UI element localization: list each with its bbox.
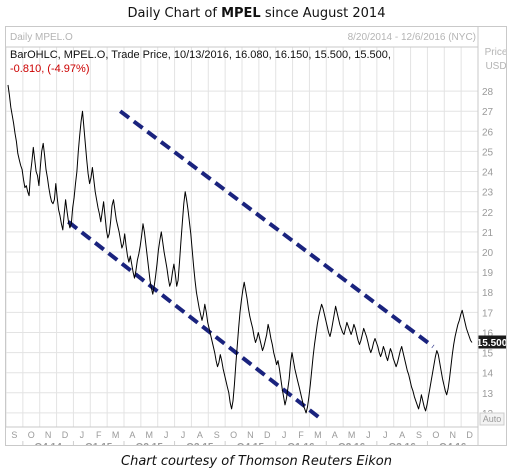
quarter-tick-label: Q2 15 (136, 442, 164, 445)
auto-button-box[interactable] (479, 412, 505, 426)
month-tick-label: A (399, 430, 405, 440)
y-tick-label: 24 (482, 168, 494, 179)
month-tick-label: O (28, 430, 35, 440)
title-prefix: Daily Chart of (127, 6, 222, 21)
y-tick-label: 21 (482, 228, 494, 239)
auto-button-label[interactable]: Auto (483, 414, 502, 424)
title-ticker: MPEL (221, 6, 261, 21)
last-price-badge: 15.500 (477, 335, 508, 349)
auto-scale-button[interactable]: Auto (479, 412, 505, 426)
y-tick-label: 28 (482, 87, 494, 98)
month-tick-label: S (11, 430, 17, 440)
chart-caption: Chart courtesy of Thomson Reuters Eikon (121, 454, 392, 469)
y-tick-label: 25 (482, 147, 494, 158)
y-tick-label: 16 (482, 328, 494, 339)
month-tick-label: A (332, 430, 338, 440)
y-tick-label: 22 (482, 208, 494, 219)
month-tick-label: D (466, 430, 473, 440)
y-tick-label: 14 (482, 369, 494, 380)
change-value: -0.810, (-4.97%) (10, 63, 89, 75)
chart-panel[interactable]: Daily MPEL.O 8/20/2014 - 12/6/2016 (NYC)… (5, 26, 508, 453)
month-tick-label: O (432, 430, 439, 440)
quarter-tick-label: Q4 14 (35, 442, 63, 445)
month-tick-label: S (416, 430, 422, 440)
quarter-tick-label: Q3 16 (389, 442, 417, 445)
price-series-line (7, 84, 473, 414)
y-tick-label: 18 (482, 288, 494, 299)
instrument-label: Daily MPEL.O (10, 32, 73, 43)
quarter-tick-label: Q3 15 (186, 442, 214, 445)
quarter-tick-label: Q4 15 (237, 442, 265, 445)
price-chart-svg[interactable]: Daily MPEL.O 8/20/2014 - 12/6/2016 (NYC)… (5, 27, 508, 453)
channel-line-upper (119, 109, 435, 349)
y-tick-label: 13 (482, 389, 494, 400)
month-tick-label: D (264, 430, 271, 440)
month-tick-label: N (247, 430, 254, 440)
y-tick-label: 19 (482, 268, 494, 279)
month-tick-label: J (80, 430, 85, 440)
last-price-value: 15.500 (477, 338, 506, 349)
month-tick-label: M (146, 430, 154, 440)
axis-title-usd: USD (485, 61, 506, 72)
month-tick-label: N (449, 430, 456, 440)
axis-title-price: Price (485, 47, 506, 58)
x-axis: SONDJFMAMJJASONDJFMAMJJASONDQ4 14Q1 15Q2… (11, 430, 473, 453)
y-tick-label: 20 (482, 248, 494, 259)
y-axis: 1213141516171819202122232425262728 (482, 87, 494, 420)
month-tick-label: J (164, 430, 169, 440)
y-tick-label: 26 (482, 127, 494, 138)
quarter-tick-label: Q1 15 (85, 442, 113, 445)
trend-channel (67, 109, 435, 419)
month-tick-label: M (314, 430, 322, 440)
quarter-tick-label: Q2 16 (338, 442, 366, 445)
month-tick-label: O (230, 430, 237, 440)
month-tick-label: F (298, 430, 304, 440)
y-tick-label: 27 (482, 107, 494, 118)
last-price-box (478, 335, 506, 349)
date-range-label: 8/20/2014 - 12/6/2016 (NYC) (348, 32, 476, 43)
channel-line-lower (67, 220, 320, 419)
month-tick-label: J (383, 430, 388, 440)
month-tick-label: S (214, 430, 220, 440)
month-tick-label: M (348, 430, 356, 440)
month-tick-label: M (112, 430, 120, 440)
month-tick-label: J (366, 430, 371, 440)
chart-title: Daily Chart of MPEL since August 2014 (0, 6, 513, 21)
quarter-tick-label: Q4 16 (439, 442, 467, 445)
title-suffix: since August 2014 (260, 6, 386, 21)
month-tick-label: N (45, 430, 52, 440)
month-tick-label: J (282, 430, 287, 440)
y-tick-label: 23 (482, 188, 494, 199)
y-tick-label: 15 (482, 349, 494, 360)
month-tick-label: F (96, 430, 102, 440)
ohlc-info-line: BarOHLC, MPEL.O, Trade Price, 10/13/2016… (10, 49, 391, 61)
month-tick-label: J (181, 430, 186, 440)
month-tick-label: A (197, 430, 203, 440)
y-tick-label: 17 (482, 308, 494, 319)
quarter-tick-label: Q1 16 (287, 442, 315, 445)
month-tick-label: A (129, 430, 135, 440)
month-tick-label: D (62, 430, 69, 440)
